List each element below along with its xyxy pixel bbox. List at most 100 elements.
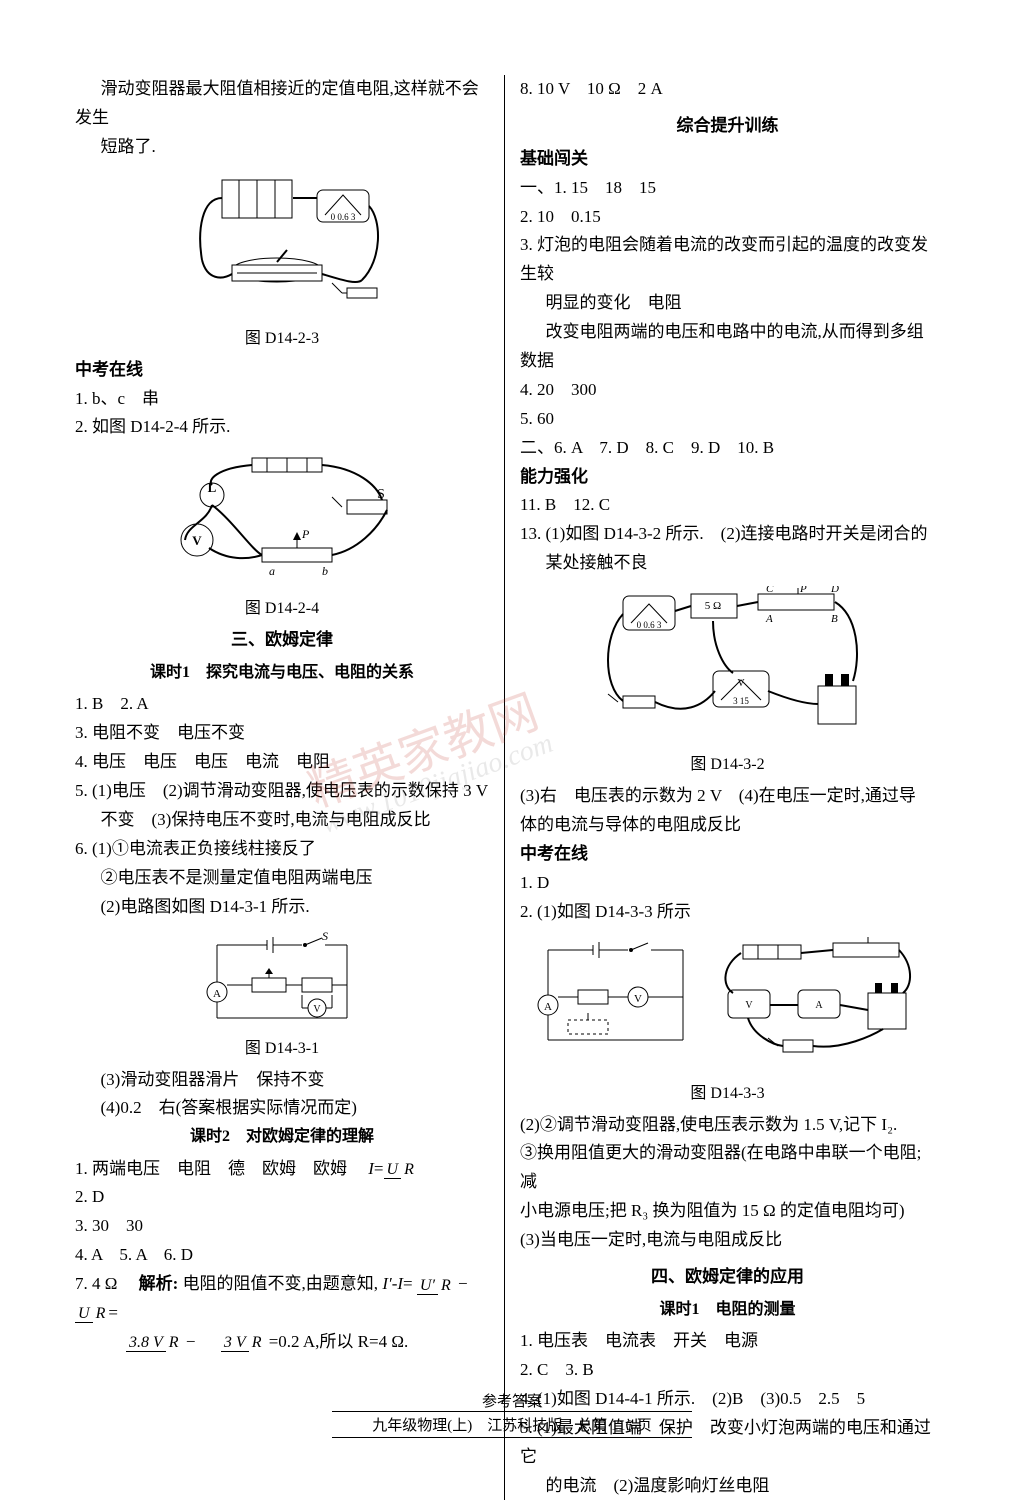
answer-text: 4. A 5. A 6. D xyxy=(75,1241,489,1270)
svg-text:V: V xyxy=(313,1004,321,1015)
left-column: 滑动变阻器最大阻值相接近的定值电阻,这样就不会发生 短路了. 0 0.6 3 xyxy=(75,75,505,1500)
circuit-diagram-icon: 0 0.6 3 5 Ω C P D A B 3 15 V xyxy=(583,586,873,746)
lesson-title: 课时2 对欧姆定律的理解 xyxy=(75,1123,489,1150)
answer-text: 3.8 VR −3 VR =0.2 A,所以 R=4 Ω. xyxy=(75,1328,489,1357)
intro-text-2: 短路了. xyxy=(75,133,489,162)
answer-text: 4. 电压 电压 电压 电流 电阻 xyxy=(75,748,489,777)
section-heading: 能力强化 xyxy=(520,463,935,492)
answer-text: 4. 20 300 xyxy=(520,376,935,405)
answer-text: 5. (1)电压 (2)调节滑动变阻器,使电压表的示数保持 3 V xyxy=(75,777,489,806)
circuit-diagram-icon: L V S P a b xyxy=(157,450,407,590)
explain-text: 电阻的阻值不变,由题意知, xyxy=(183,1274,379,1293)
section-title: 三、欧姆定律 xyxy=(75,626,489,655)
svg-text:0 0.6 3: 0 0.6 3 xyxy=(636,620,661,630)
svg-text:b: b xyxy=(322,564,328,578)
emphasis: 解析: xyxy=(139,1274,179,1293)
answer-text: 7. 4 Ω 解析: 电阻的阻值不变,由题意知, I′-I= U′R −UR= xyxy=(75,1270,489,1328)
answer-label: 1. 两端电压 电阻 德 欧姆 欧姆 xyxy=(75,1159,364,1178)
lesson-title: 课时1 电阻的测量 xyxy=(520,1296,935,1323)
figure-caption: 图 D14-2-3 xyxy=(75,324,489,348)
svg-text:D: D xyxy=(830,586,839,595)
answer-text: 1. D xyxy=(520,869,935,898)
answer-text: 6. (1)①电流表正负接线柱接反了 xyxy=(75,835,489,864)
answer-text: (2)②调节滑动变阻器,使电压表示数为 1.5 V,记下 I₂. xyxy=(520,1111,935,1140)
answer-text: 3. 30 30 xyxy=(75,1212,489,1241)
answer-text: 1. 两端电压 电阻 德 欧姆 欧姆 I=UR xyxy=(75,1155,489,1184)
answer-text: 小电源电压;把 R₃ 换为阻值为 15 Ω 的定值电阻均可) xyxy=(520,1197,935,1226)
section-heading: 基础闯关 xyxy=(520,145,935,174)
figure-d14-2-4: L V S P a b 图 D14-2-4 xyxy=(75,450,489,618)
answer-text: 2. (1)如图 D14-3-3 所示 xyxy=(520,898,935,927)
svg-text:A: A xyxy=(213,988,221,1000)
right-column: 8. 10 V 10 Ω 2 A 综合提升训练 基础闯关 一、1. 15 18 … xyxy=(505,75,935,1500)
svg-text:S: S xyxy=(322,930,328,943)
figure-caption: 图 D14-3-3 xyxy=(520,1079,935,1103)
svg-text:V: V xyxy=(192,533,202,548)
answer-text: (2)电路图如图 D14-3-1 所示. xyxy=(75,893,489,922)
figure-caption: 图 D14-3-1 xyxy=(75,1034,489,1058)
answer-text: 明显的变化 电阻 xyxy=(520,289,935,318)
circuit-combined-icon: A V V A xyxy=(533,935,923,1075)
svg-text:C: C xyxy=(766,586,774,595)
answer-text: 8. 10 V 10 Ω 2 A xyxy=(520,75,935,104)
answer-text: 3. 灯泡的电阻会随着电流的改变而引起的温度的改变发生较 xyxy=(520,231,935,289)
answer-label: 7. 4 Ω xyxy=(75,1274,134,1293)
figure-d14-3-3: A V V A xyxy=(520,935,935,1103)
answer-text: 11. B 12. C xyxy=(520,491,935,520)
svg-text:A: A xyxy=(544,1001,552,1013)
answer-text: 某处接触不良 xyxy=(520,549,935,578)
svg-text:L: L xyxy=(208,480,217,495)
answer-text: 二、6. A 7. D 8. C 9. D 10. B xyxy=(520,434,935,463)
circuit-schematic-icon: S A V xyxy=(197,930,367,1030)
answer-text: (3)当电压一定时,电流与电阻成反比 xyxy=(520,1226,935,1255)
svg-text:V: V xyxy=(745,1000,753,1011)
answer-tail: =0.2 A,所以 R=4 Ω. xyxy=(269,1332,409,1351)
svg-text:a: a xyxy=(269,564,275,578)
answer-text: 不变 (3)保持电压不变时,电流与电阻成反比 xyxy=(75,806,489,835)
intro-text: 滑动变阻器最大阻值相接近的定值电阻,这样就不会发生 xyxy=(75,75,489,133)
answer-text: 13. (1)如图 D14-3-2 所示. (2)连接电路时开关是闭合的 xyxy=(520,520,935,549)
svg-text:V: V xyxy=(737,678,745,689)
svg-text:5 Ω: 5 Ω xyxy=(704,600,720,612)
figure-d14-2-3: 0 0.6 3 图 D14-2-3 xyxy=(75,170,489,348)
svg-text:A: A xyxy=(815,1000,823,1011)
svg-text:P: P xyxy=(301,527,310,541)
section-heading: 中考在线 xyxy=(520,840,935,869)
answer-text: 体的电流与导体的电阻成反比 xyxy=(520,811,935,840)
answer-text: (3)滑动变阻器滑片 保持不变 xyxy=(75,1066,489,1095)
svg-text:3 15: 3 15 xyxy=(733,696,749,706)
answer-text: 3. 电阻不变 电压不变 xyxy=(75,719,489,748)
answer-text: 1. b、c 串 xyxy=(75,385,489,414)
answer-text: (3)右 电压表的示数为 2 V (4)在电压一定时,通过导 xyxy=(520,782,935,811)
lesson-title: 课时1 探究电流与电压、电阻的关系 xyxy=(75,659,489,686)
figure-d14-3-1: S A V xyxy=(75,930,489,1058)
footer-info: 九年级物理(上) 江苏科技版 总第 116 页 xyxy=(332,1411,691,1438)
section-title: 综合提升训练 xyxy=(520,112,935,141)
answer-text: ②电压表不是测量定值电阻两端电压 xyxy=(75,864,489,893)
answer-text: 2. 10 0.15 xyxy=(520,203,935,232)
figure-d14-3-2: 0 0.6 3 5 Ω C P D A B 3 15 V xyxy=(520,586,935,774)
answer-text: 1. B 2. A xyxy=(75,690,489,719)
page-footer: 参考答案 九年级物理(上) 江苏科技版 总第 116 页 xyxy=(0,1390,1024,1438)
figure-caption: 图 D14-3-2 xyxy=(520,750,935,774)
svg-text:0 0.6 3: 0 0.6 3 xyxy=(331,212,356,222)
section-heading: 中考在线 xyxy=(75,356,489,385)
figure-caption: 图 D14-2-4 xyxy=(75,594,489,618)
content-columns: 滑动变阻器最大阻值相接近的定值电阻,这样就不会发生 短路了. 0 0.6 3 xyxy=(75,75,949,1500)
svg-text:V: V xyxy=(634,993,642,1005)
circuit-diagram-icon: 0 0.6 3 xyxy=(167,170,397,320)
answer-text: 2. 如图 D14-2-4 所示. xyxy=(75,413,489,442)
section-title: 四、欧姆定律的应用 xyxy=(520,1263,935,1292)
svg-text:B: B xyxy=(831,613,838,625)
svg-text:P: P xyxy=(799,586,807,595)
answer-text: (4)0.2 右(答案根据实际情况而定) xyxy=(75,1094,489,1123)
answer-text: 1. 电压表 电流表 开关 电源 xyxy=(520,1327,935,1356)
answer-text: 2. C 3. B xyxy=(520,1356,935,1385)
answer-text: 的电流 (2)温度影响灯丝电阻 xyxy=(520,1472,935,1500)
answer-text: 2. D xyxy=(75,1183,489,1212)
footer-label: 参考答案 xyxy=(0,1390,1024,1411)
svg-text:A: A xyxy=(765,613,773,625)
answer-text: 5. 60 xyxy=(520,405,935,434)
answer-text: ③换用阻值更大的滑动变阻器(在电路中串联一个电阻;减 xyxy=(520,1139,935,1197)
answer-text: 一、1. 15 18 15 xyxy=(520,174,935,203)
